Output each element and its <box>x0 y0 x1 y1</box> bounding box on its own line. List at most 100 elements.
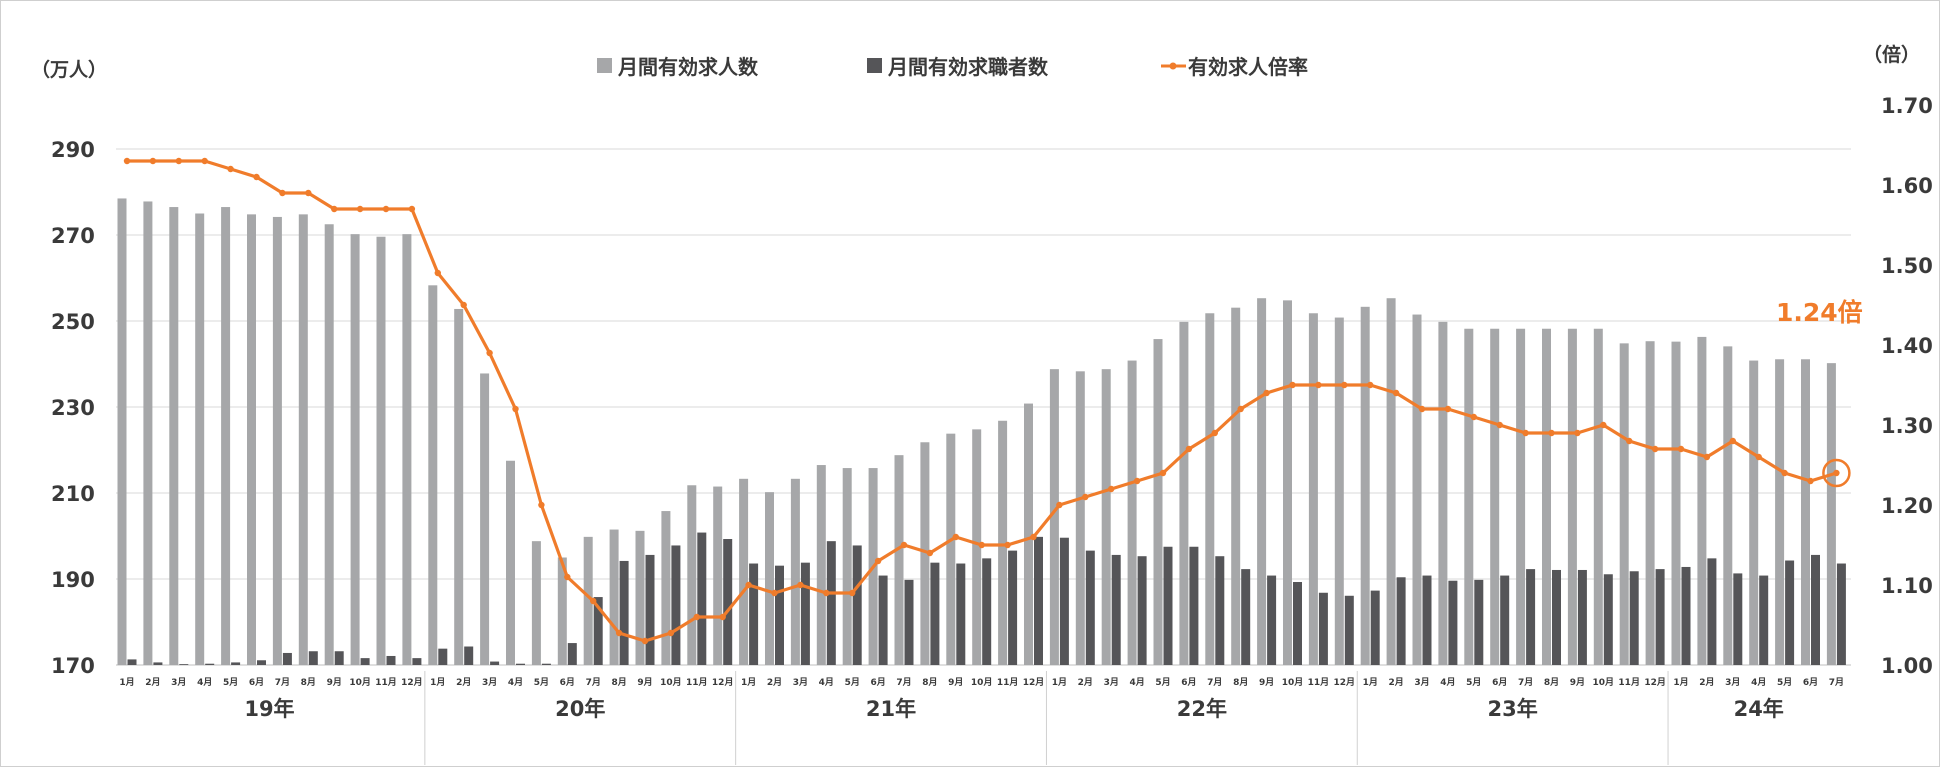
bar-job-seekers <box>490 661 500 665</box>
bar-job-seekers <box>1318 592 1328 665</box>
ratio-point <box>1289 381 1296 389</box>
ratio-point <box>1548 429 1555 437</box>
ratio-point <box>823 589 830 597</box>
bar-job-openings <box>1826 363 1836 665</box>
bar-job-openings <box>1412 314 1422 665</box>
month-label: 7月 <box>896 677 911 688</box>
ratio-point <box>149 157 157 165</box>
year-label: 22年 <box>1177 697 1227 721</box>
month-label: 1月 <box>119 677 134 688</box>
bar-job-openings <box>1542 328 1551 665</box>
bar-job-seekers <box>749 563 759 665</box>
ratio-point <box>538 501 545 509</box>
month-label: 7月 <box>1207 677 1222 688</box>
year-label: 23年 <box>1488 697 1538 721</box>
bar-job-seekers <box>1422 575 1432 665</box>
bar-job-openings <box>1723 346 1733 665</box>
left-axis-tick-label: 290 <box>51 138 95 162</box>
bar-job-seekers <box>464 646 474 665</box>
month-label: 9月 <box>327 677 342 688</box>
ratio-point <box>460 301 467 309</box>
bars <box>117 198 1846 666</box>
right-axis-tick-label: 1.60 <box>1881 174 1933 198</box>
bar-job-seekers <box>360 658 370 665</box>
month-label: 3月 <box>1414 677 1429 688</box>
bar-job-openings <box>557 557 567 665</box>
bar-job-seekers <box>567 643 577 665</box>
bar-job-openings <box>350 234 360 665</box>
ratio-line <box>123 157 1851 645</box>
bar-job-seekers <box>1111 554 1121 665</box>
ratio-point <box>719 613 726 621</box>
left-axis-tick-label: 210 <box>51 482 95 506</box>
bar-job-seekers <box>1552 569 1561 665</box>
ratio-point <box>1470 413 1478 421</box>
month-label: 12月 <box>1644 677 1666 688</box>
bar-job-seekers <box>282 652 292 665</box>
year-label: 21年 <box>866 697 916 721</box>
bar-job-seekers <box>619 560 629 665</box>
month-label: 3月 <box>171 677 186 688</box>
month-label: 11月 <box>1618 677 1640 688</box>
ratio-point <box>564 573 571 581</box>
bar-job-seekers <box>800 562 810 665</box>
bar-job-openings <box>1593 328 1603 665</box>
month-label: 6月 <box>249 677 264 688</box>
ratio-point <box>512 405 519 413</box>
ratio-point <box>771 589 778 597</box>
bar-job-openings <box>1179 321 1189 665</box>
bar-job-seekers <box>1215 556 1225 665</box>
ratio-callout: 1.24倍 <box>1776 298 1863 327</box>
bar-job-openings <box>946 433 956 665</box>
ratio-point <box>952 533 959 541</box>
month-label: 12月 <box>712 677 734 688</box>
bar-job-seekers <box>438 648 448 665</box>
ratio-point <box>1185 445 1193 453</box>
bar-job-openings <box>1334 317 1344 665</box>
bar-job-seekers <box>1008 550 1018 665</box>
bar-job-openings <box>169 207 179 666</box>
ratio-point <box>926 549 934 557</box>
bar-job-seekers <box>1836 563 1846 665</box>
left-axis-unit: （万人） <box>31 58 107 81</box>
bar-job-openings <box>1024 403 1033 665</box>
month-label: 10月 <box>349 677 371 688</box>
bar-job-openings <box>687 485 697 665</box>
bar-job-openings <box>1360 306 1370 665</box>
bar-job-openings <box>376 236 386 665</box>
ratio-point <box>1755 453 1762 461</box>
bar-job-seekers <box>1577 569 1587 665</box>
bar-job-seekers <box>852 545 862 665</box>
bar-job-openings <box>972 429 982 665</box>
month-label: 10月 <box>660 677 682 688</box>
month-label: 11月 <box>997 677 1019 688</box>
bar-job-openings <box>1386 298 1396 665</box>
month-label: 6月 <box>1492 677 1507 688</box>
month-label: 10月 <box>1593 677 1615 688</box>
ratio-point <box>1392 389 1400 397</box>
ratio-highlight-ring <box>1822 458 1851 488</box>
month-label: 9月 <box>637 677 652 688</box>
bar-job-seekers <box>334 651 344 665</box>
bar-job-openings <box>506 460 515 665</box>
month-label: 8月 <box>611 677 626 688</box>
month-label: 7月 <box>275 677 290 688</box>
legend-label-seekers: 月間有効求職者数 <box>887 55 1049 79</box>
ratio-point <box>978 541 985 549</box>
ratio-point <box>1263 389 1270 397</box>
ratio-point <box>1574 429 1581 437</box>
ratio-point <box>1651 445 1659 453</box>
bar-job-openings <box>1231 307 1241 665</box>
month-label: 1月 <box>1363 677 1378 688</box>
ratio-point <box>253 173 260 181</box>
month-label: 11月 <box>375 677 397 688</box>
month-label: 7月 <box>1518 677 1533 688</box>
ratio-point <box>1082 493 1089 501</box>
ratio-point <box>1444 405 1452 413</box>
month-label: 6月 <box>1803 677 1818 688</box>
bar-job-seekers <box>1189 546 1199 665</box>
callout: 1.24倍 <box>1776 298 1863 327</box>
left-axis-tick-label: 190 <box>51 568 95 592</box>
month-label: 5月 <box>845 677 860 688</box>
